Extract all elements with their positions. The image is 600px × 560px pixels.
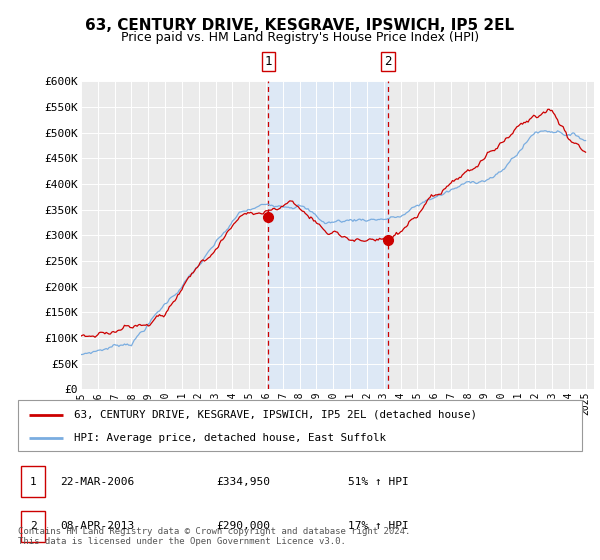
Text: 22-MAR-2006: 22-MAR-2006	[60, 477, 134, 487]
Text: 1: 1	[29, 477, 37, 487]
Text: £334,950: £334,950	[216, 477, 270, 487]
Text: 17% ↑ HPI: 17% ↑ HPI	[348, 521, 409, 531]
Text: Price paid vs. HM Land Registry's House Price Index (HPI): Price paid vs. HM Land Registry's House …	[121, 31, 479, 44]
Text: 08-APR-2013: 08-APR-2013	[60, 521, 134, 531]
Text: 1: 1	[265, 55, 272, 68]
Text: 51% ↑ HPI: 51% ↑ HPI	[348, 477, 409, 487]
Text: £290,000: £290,000	[216, 521, 270, 531]
FancyBboxPatch shape	[18, 400, 582, 451]
Text: 2: 2	[385, 55, 392, 68]
Text: 63, CENTURY DRIVE, KESGRAVE, IPSWICH, IP5 2EL: 63, CENTURY DRIVE, KESGRAVE, IPSWICH, IP…	[85, 18, 515, 33]
Text: HPI: Average price, detached house, East Suffolk: HPI: Average price, detached house, East…	[74, 433, 386, 443]
Text: Contains HM Land Registry data © Crown copyright and database right 2024.
This d: Contains HM Land Registry data © Crown c…	[18, 526, 410, 546]
Text: 63, CENTURY DRIVE, KESGRAVE, IPSWICH, IP5 2EL (detached house): 63, CENTURY DRIVE, KESGRAVE, IPSWICH, IP…	[74, 409, 478, 419]
Bar	[268, 81, 388, 389]
Text: 2: 2	[29, 521, 37, 531]
